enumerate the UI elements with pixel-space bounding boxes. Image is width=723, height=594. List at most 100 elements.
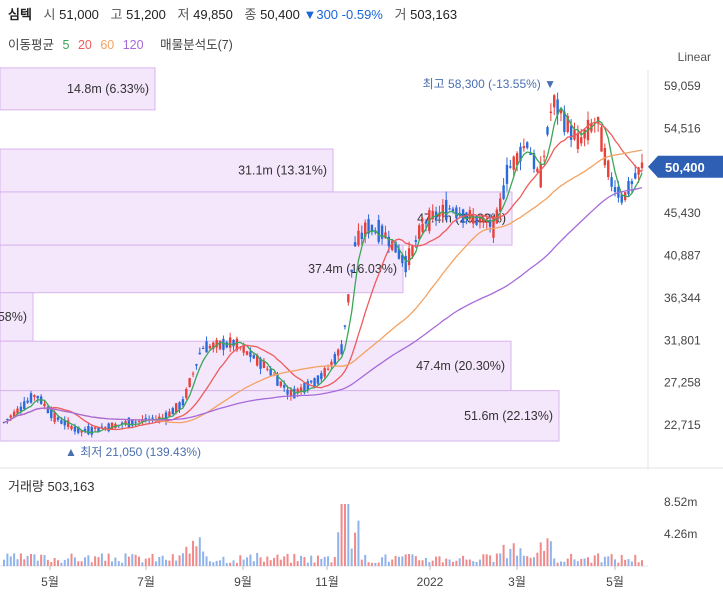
volume-bar — [30, 554, 33, 566]
volume-bar — [354, 532, 357, 566]
candle-body — [394, 241, 397, 253]
candle-body — [343, 325, 347, 327]
candle-body — [269, 369, 272, 376]
volume-bar — [175, 560, 178, 566]
volume-bar — [202, 551, 205, 566]
volume-bar — [573, 559, 576, 566]
candle-body — [360, 232, 364, 239]
candle-body — [36, 395, 39, 399]
volume-bar — [97, 557, 100, 566]
volume-bar — [387, 561, 390, 566]
volume-bar — [600, 562, 603, 566]
volume-bar — [141, 562, 144, 566]
candle-body — [536, 168, 539, 172]
volume-profile-bar — [0, 244, 404, 294]
candle-body — [168, 411, 171, 417]
volume-tick-label: 8.52m — [664, 495, 697, 509]
volume-bar — [549, 541, 552, 566]
x-tick-label: 5월 — [41, 575, 59, 589]
candle-body — [472, 215, 475, 224]
candle-body — [178, 402, 181, 410]
ma-legend[interactable]: 이동평균 5 20 60 120 매물분석도(7) — [8, 34, 238, 53]
candle-body — [208, 345, 212, 349]
volume-bar — [13, 553, 16, 566]
volume-bar — [499, 553, 502, 566]
candle-body — [563, 111, 566, 133]
volume-bar — [482, 554, 485, 566]
price-tick-label: 31,801 — [664, 333, 701, 347]
volume-bar — [131, 554, 134, 566]
volume-bar — [252, 561, 255, 566]
volume-bar — [70, 553, 73, 566]
candle-body — [495, 209, 499, 224]
volume-bar — [360, 559, 363, 566]
volume-bar — [445, 558, 448, 566]
candle-body — [549, 111, 553, 113]
candle-body — [262, 360, 266, 368]
volume-bar — [53, 557, 56, 566]
volume-bar — [374, 562, 377, 566]
volume-bar — [229, 562, 232, 566]
candle-body — [137, 420, 141, 422]
volume-bar — [222, 556, 225, 566]
volume-bar — [198, 537, 201, 566]
candle-body — [512, 156, 515, 170]
volume-bar — [357, 520, 360, 566]
volume-bar — [80, 561, 83, 566]
ma-legend-title: 이동평균 — [8, 38, 55, 52]
volume-bar — [455, 560, 458, 566]
volume-bar — [279, 559, 282, 566]
candle-body — [90, 427, 93, 435]
volume-bar — [165, 559, 168, 566]
candle-body — [195, 364, 198, 366]
volume-bar — [505, 558, 508, 566]
ma-120-line — [3, 186, 643, 424]
candle-body — [640, 162, 644, 169]
candle-body — [370, 224, 374, 232]
candle-body — [16, 408, 19, 414]
candle-body — [66, 420, 70, 427]
candle-body — [445, 199, 448, 220]
volume-bar — [259, 557, 262, 566]
volume-bar — [492, 561, 495, 566]
candle-body — [29, 393, 33, 403]
volume-bar — [73, 557, 76, 566]
candle-body — [438, 212, 441, 217]
volume-bar — [161, 555, 164, 566]
volume-bar — [23, 559, 26, 566]
ma-120: 120 — [122, 38, 144, 52]
volume-profile-label: 매물분석도(7) — [160, 38, 233, 52]
volume-bar — [26, 556, 29, 566]
candle-body — [630, 181, 634, 185]
volume-bar — [546, 538, 549, 566]
volume-bar — [630, 561, 633, 566]
candle-body — [131, 420, 134, 426]
candle-body — [418, 225, 421, 240]
volume-bar — [394, 556, 397, 566]
candle-body — [222, 338, 225, 350]
candle-body — [215, 339, 218, 348]
candle-body — [188, 378, 191, 387]
volume-bar — [641, 560, 643, 566]
candle-body — [529, 152, 532, 156]
volume-profile-label: 31.1m (13.31%) — [238, 163, 327, 177]
volume-bar — [310, 555, 313, 566]
volume-bar — [333, 556, 336, 566]
candle-body — [576, 133, 580, 149]
volume-bar — [529, 557, 532, 566]
candle-body — [519, 146, 522, 162]
volume-bar — [401, 556, 404, 566]
candle-body — [293, 388, 296, 399]
candle-body — [12, 411, 16, 417]
volume-bar — [296, 561, 299, 566]
volume-bar — [239, 555, 242, 566]
low-annotation: ▲ 최저 21,050 (139.43%) — [65, 445, 201, 459]
volume-bar — [320, 558, 323, 566]
price-tick-label: 45,430 — [664, 206, 701, 220]
scale-mode-button[interactable]: Linear — [677, 50, 711, 64]
volume-bar — [212, 562, 215, 566]
volume-bar — [502, 544, 505, 566]
volume-bar — [327, 556, 330, 566]
candle-body — [201, 348, 205, 350]
